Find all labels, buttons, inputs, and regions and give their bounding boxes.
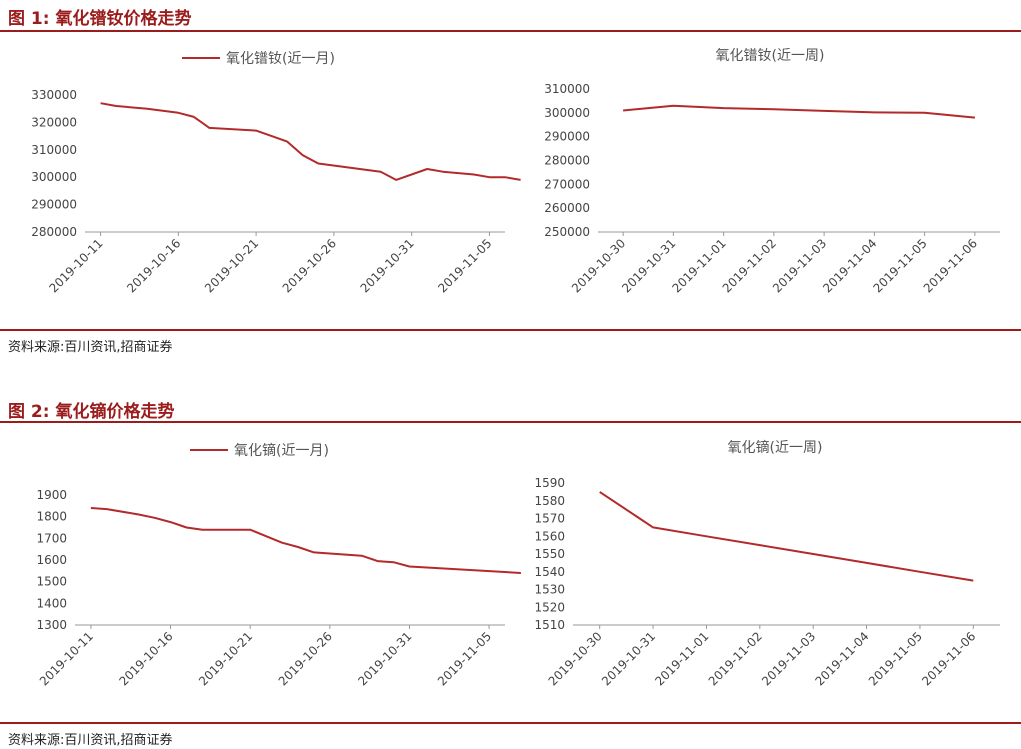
x-tick-label: 2019-11-05 [435,629,494,688]
x-tick-label: 2019-11-04 [812,629,871,688]
x-tick-label: 2019-10-30 [546,629,605,688]
chart-title: 氧化镝(近一周) [728,439,823,456]
y-tick-label: 330000 [31,88,77,102]
x-tick-label: 2019-10-16 [116,629,175,688]
y-tick-label: 320000 [31,115,77,129]
x-tick-label: 2019-11-03 [759,629,818,688]
x-tick-label: 2019-10-26 [276,629,335,688]
y-tick-label: 270000 [544,177,590,191]
y-tick-label: 290000 [544,130,590,144]
chart-c3: 1300 1400 1500 1600 1700 1800 1900 2019-10-11 20… [0,428,521,716]
y-tick-label: 260000 [544,201,590,215]
y-tick-label: 1550 [534,547,565,561]
chart-c4-svg: 1510 1520 1530 1540 1550 1560 1570 1580 1590 2019… [534,439,1000,688]
y-tick-label: 1530 [534,583,565,597]
x-tick-label: 2019-11-05 [866,629,925,688]
y-tick-label: 300000 [31,170,77,184]
figure1-title: 图 1: 氧化镨钕价格走势 [8,4,191,29]
figure2-source: 资料来源:百川资讯,招商证券 [8,733,173,748]
y-tick-label: 1540 [534,565,565,579]
y-tick-label: 250000 [544,225,590,239]
chart-c1-svg: 280000 290000 300000 310000 320000 330000 2019… [31,51,521,295]
x-tick-label: 2019-11-05 [435,236,494,295]
x-tick-label: 2019-11-01 [652,629,711,688]
figure1-top-rule [0,30,1021,32]
x-tick-label: 2019-10-26 [280,236,339,295]
x-tick-label: 2019-10-21 [196,629,255,688]
y-tick-label: 290000 [31,198,77,212]
y-tick-label: 1570 [534,512,565,526]
series-line [623,104,975,119]
x-tick-label: 2019-10-11 [37,629,96,688]
series-line [100,102,521,181]
x-tick-label: 2019-10-21 [202,236,261,295]
x-tick-label: 2019-10-31 [599,629,658,688]
y-tick-label: 1580 [534,494,565,508]
figure2-bottom-rule [0,722,1021,724]
chart-c2-svg: 250000 260000 270000 280000 290000 300000 3100… [544,48,1000,295]
y-tick-label: 1400 [36,596,67,610]
figure2-title: 图 2: 氧化镝价格走势 [8,397,174,422]
y-tick-label: 1900 [36,488,67,502]
y-tick-label: 1600 [36,553,67,567]
y-tick-label: 310000 [31,143,77,157]
y-tick-label: 1560 [534,529,565,543]
y-tick-label: 1520 [534,600,565,614]
figure1-label: 图 1: [8,9,50,29]
x-tick-label: 2019-10-31 [358,236,417,295]
x-tick-label: 2019-11-02 [706,629,765,688]
figure1-bottom-rule [0,329,1021,331]
chart-title: 氧化镨钕(近一周) [716,48,825,64]
y-tick-label: 1500 [36,575,67,589]
figure2-top-rule [0,421,1021,423]
chart-c4: 1510 1520 1530 1540 1550 1560 1570 1580 1590 2019… [510,428,1021,716]
x-tick-label: 2019-10-16 [124,236,183,295]
figure1-title-text: 氧化镨钕价格走势 [55,9,192,29]
y-tick-label: 1800 [36,510,67,524]
x-tick-label: 2019-10-31 [355,629,414,688]
figure2-title-text: 氧化镝价格走势 [55,402,175,422]
series-line [599,491,974,582]
x-tick-label: 2019-11-06 [921,236,980,295]
y-tick-label: 1300 [36,618,67,632]
x-tick-label: 2019-11-06 [919,629,978,688]
series-line [90,507,521,574]
figure2-label: 图 2: [8,402,50,422]
legend-label: 氧化镨钕(近一月) [226,51,335,67]
chart-c2: 250000 260000 270000 280000 290000 300000 3100… [510,36,1021,322]
x-tick-label: 2019-10-11 [46,236,105,295]
figure1-source: 资料来源:百川资讯,招商证券 [8,340,173,355]
y-tick-label: 1510 [534,618,565,632]
y-tick-label: 280000 [31,225,77,239]
y-tick-label: 1590 [534,476,565,490]
y-tick-label: 310000 [544,82,590,96]
y-tick-label: 1700 [36,531,67,545]
legend-label: 氧化镝(近一月) [234,442,329,459]
chart-c1: 280000 290000 300000 310000 320000 330000 2019… [0,36,521,322]
chart-c3-svg: 1300 1400 1500 1600 1700 1800 1900 2019-10-11 20… [36,442,521,688]
y-tick-label: 280000 [544,154,590,168]
y-tick-label: 300000 [544,106,590,120]
